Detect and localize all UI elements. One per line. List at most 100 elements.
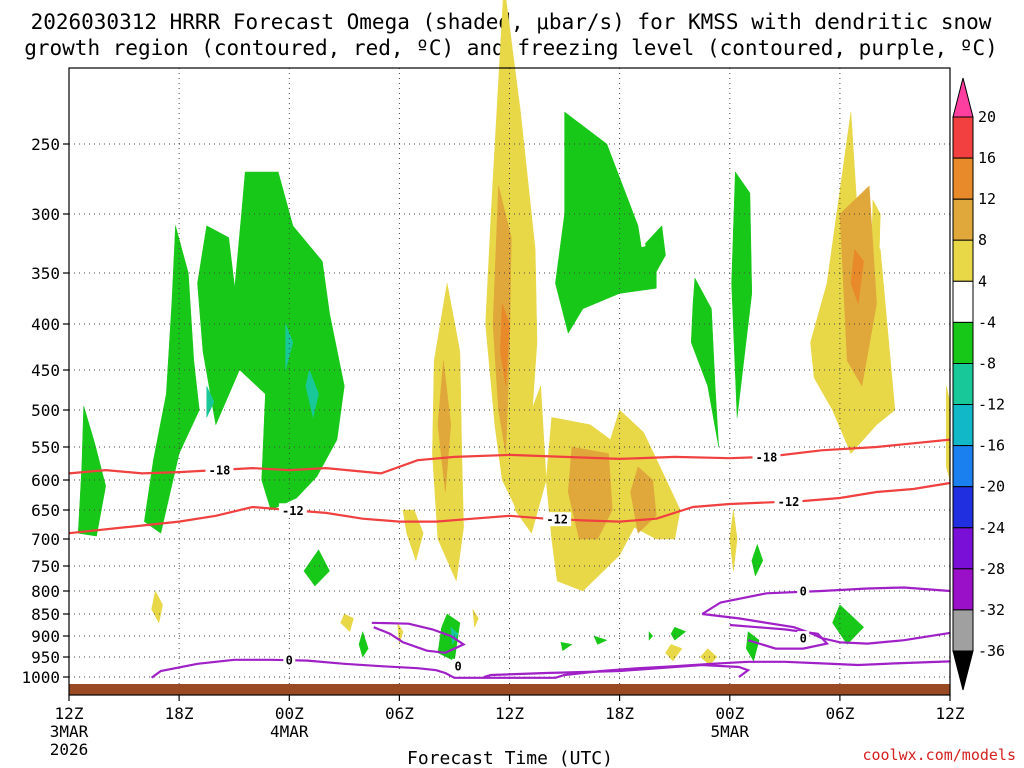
- x-tick-label-7: 06Z: [825, 704, 854, 723]
- colorbar-bin-10: [952, 527, 974, 570]
- colorbar-bin-1: [952, 157, 974, 200]
- omega-region-42: [500, 303, 510, 387]
- colorbar-top-arrow: [952, 77, 974, 118]
- terrain-surface: [69, 684, 950, 695]
- omega-region-35: [729, 509, 738, 572]
- omega-region-20: [305, 369, 319, 418]
- omega-region-14: [832, 604, 865, 645]
- colorbar-label-7: -12: [978, 396, 1005, 414]
- x-date-label-6: 5MAR: [711, 722, 750, 741]
- omega-region-40: [630, 466, 657, 534]
- contour-label-bg-0-1: [752, 449, 781, 464]
- y-tick-label-550: 550: [31, 438, 60, 457]
- omega-region-25: [514, 385, 547, 534]
- contour-label-0-0: -18: [209, 463, 231, 477]
- x-tick-label-8: 12Z: [936, 704, 965, 723]
- colorbar-label-11: -28: [978, 560, 1005, 578]
- colorbar-bin-8: [952, 445, 974, 488]
- omega-region-16: [593, 635, 608, 645]
- contour-label-bg-2-0: [283, 652, 296, 667]
- y-tick-label-300: 300: [31, 205, 60, 224]
- colorbar-bin-0: [952, 116, 974, 159]
- y-tick-label-600: 600: [31, 471, 60, 490]
- plot-area: -18 -18 -12 -12 -12 0 0 0 0: [68, 0, 951, 696]
- colorbar-bin-3: [952, 239, 974, 282]
- omega-region-18: [206, 385, 215, 418]
- colorbar-bin-4: [952, 280, 974, 323]
- contour-label-bg-1-0: [278, 503, 307, 518]
- x-date-label-2: 4MAR: [270, 722, 309, 741]
- x-date-label-0: 3MAR: [50, 722, 89, 741]
- omega-region-4: [303, 549, 330, 587]
- contour-label-1-0: -12: [282, 504, 304, 518]
- colorbar-bin-5: [952, 321, 974, 364]
- x-tick-label-3: 06Z: [385, 704, 414, 723]
- x-tick-label-1: 18Z: [165, 704, 194, 723]
- y-tick-label-500: 500: [31, 401, 60, 420]
- colorbar-label-1: 16: [978, 149, 996, 167]
- y-tick-label-1000: 1000: [21, 668, 60, 687]
- credit-link[interactable]: coolwx.com/models: [862, 746, 1016, 764]
- colorbar-bin-2: [952, 198, 974, 241]
- colorbar-label-5: -4: [978, 313, 996, 331]
- y-tick-label-750: 750: [31, 557, 60, 576]
- colorbar: 20 16 12 8 4 -4 -8 -12 -16 -20 -24 -28 -32 -36: [952, 77, 1005, 691]
- x-tick-label-0: 12Z: [55, 704, 84, 723]
- colorbar-label-8: -16: [978, 437, 1005, 455]
- contour-label-bg-2-1: [452, 658, 465, 673]
- colorbar-bin-6: [952, 363, 974, 406]
- y-tick-label-400: 400: [31, 315, 60, 334]
- colorbar-bin-12: [952, 609, 974, 652]
- omega-region-10: [731, 171, 753, 418]
- contour-label-0-1: -18: [756, 450, 778, 464]
- colorbar-label-13: -36: [978, 642, 1005, 660]
- omega-region-15: [560, 641, 573, 652]
- omega-region-39: [567, 446, 613, 540]
- contour-line-1: [68, 481, 951, 535]
- colorbar-label-0: 20: [978, 108, 996, 126]
- omega-region-37: [437, 360, 452, 493]
- contour-label-2-2: 0: [800, 585, 807, 599]
- contour-label-bg-1-1: [543, 512, 572, 527]
- y-tick-label-850: 850: [31, 605, 60, 624]
- colorbar-label-6: -8: [978, 355, 996, 373]
- contour-label-2-0: 0: [286, 653, 293, 667]
- y-tick-label-450: 450: [31, 361, 60, 380]
- x-tick-label-2: 00Z: [275, 704, 304, 723]
- omega-region-30: [151, 590, 163, 624]
- contour-label-2-3: 0: [800, 632, 807, 646]
- omega-region-29: [340, 613, 354, 633]
- y-tick-label-800: 800: [31, 582, 60, 601]
- y-tick-label-250: 250: [31, 135, 60, 154]
- contour-label-bg-2-3: [797, 631, 810, 646]
- omega-shading: [77, 0, 951, 666]
- colorbar-label-4: 4: [978, 272, 987, 290]
- y-tick-label-950: 950: [31, 648, 60, 667]
- freezing-level-loop-1: [701, 586, 951, 615]
- freezing-level-loop-4: [729, 623, 830, 650]
- temperature-contours: -18 -18 -12 -12 -12 0 0 0 0: [68, 438, 951, 679]
- x-tick-label-5: 18Z: [605, 704, 634, 723]
- contour-label-1-2: -12: [778, 495, 800, 509]
- contour-label-bg-1-2: [774, 494, 803, 509]
- contour-label-1-1: -12: [546, 513, 568, 527]
- omega-region-8: [645, 225, 666, 279]
- omega-region-13: [670, 626, 687, 641]
- omega-region-1: [144, 225, 200, 534]
- contour-label-2-1: 0: [454, 659, 461, 673]
- colorbar-label-9: -20: [978, 478, 1005, 496]
- freezing-level-loop-0: [483, 663, 751, 679]
- colorbar-label-3: 8: [978, 231, 987, 249]
- contour-label-bg-2-2: [797, 584, 810, 598]
- x-axis-label: Forecast Time (UTC): [407, 748, 613, 768]
- omega-region-2: [197, 225, 244, 426]
- colorbar-label-2: 12: [978, 190, 996, 208]
- y-tick-label-650: 650: [31, 501, 60, 520]
- colorbar-bin-11: [952, 568, 974, 611]
- x-tick-label-6: 00Z: [715, 704, 744, 723]
- colorbar-bottom-arrow: [952, 650, 974, 691]
- x-tick-label-4: 12Z: [495, 704, 524, 723]
- omega-region-31: [397, 622, 404, 645]
